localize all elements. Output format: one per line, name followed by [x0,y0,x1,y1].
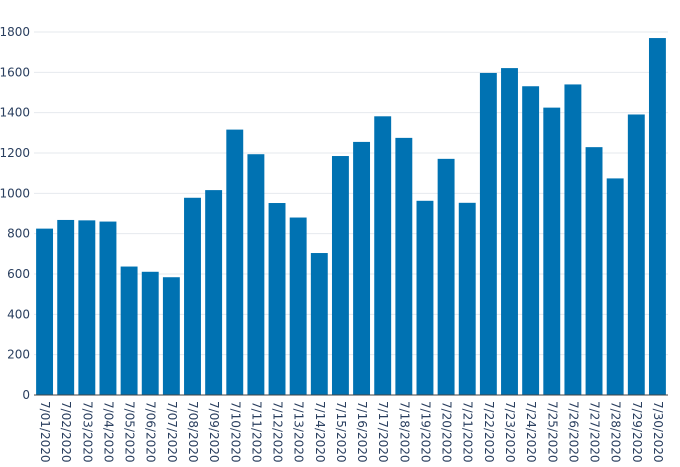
y-tick-label: 400 [7,307,30,321]
x-tick-label: 7/23/2020 [503,401,517,463]
bar [226,129,244,395]
bar [606,178,624,395]
y-tick-label: 1800 [0,25,30,39]
x-tick-label: 7/11/2020 [249,401,263,463]
bar [184,197,201,395]
x-tick-label: 7/19/2020 [418,401,432,463]
y-tick-label: 200 [7,348,30,362]
x-tick-label: 7/20/2020 [440,401,454,463]
x-tick-label: 7/03/2020 [80,401,94,463]
x-tick-label: 7/02/2020 [59,401,73,463]
bar [416,200,434,395]
bar [247,154,265,395]
y-tick-label: 1600 [0,65,30,79]
bar [141,271,159,395]
grid-lines [34,31,668,356]
bar [627,114,645,396]
bar [458,202,476,395]
x-tick-label: 7/18/2020 [397,401,411,463]
x-axis: 7/01/2020 7/02/2020 7/03/2020 7/04/2020 7/05… [34,394,668,463]
x-tick-label: 7/24/2020 [524,401,538,463]
x-tick-label: 7/05/2020 [123,401,137,463]
x-tick-label: 7/29/2020 [630,401,644,463]
bar [289,217,307,395]
x-tick-label: 7/13/2020 [292,401,306,463]
bar [36,228,54,395]
y-tick-label: 800 [7,227,30,241]
x-tick-label: 7/27/2020 [588,401,602,463]
bar [522,86,540,395]
bar [99,221,117,395]
x-tick-label: 7/07/2020 [165,401,179,463]
bar [268,203,286,395]
bar [543,107,561,395]
bar [479,72,497,396]
bar [310,253,328,395]
bar [437,158,455,395]
y-axis: 0 200 400 600 800 1000 1200 1400 1600 1800 [0,25,30,402]
bar [205,190,223,395]
x-tick-label: 7/10/2020 [228,401,242,463]
bar [564,84,582,395]
x-tick-label: 7/08/2020 [186,401,200,463]
x-tick-label: 7/09/2020 [207,401,221,463]
x-tick-label: 7/21/2020 [461,401,475,463]
bar [57,219,75,395]
x-tick-label: 7/12/2020 [271,401,285,463]
y-tick-label: 1200 [0,146,30,160]
bar [585,147,603,395]
bar [78,220,96,395]
x-tick-label: 7/25/2020 [545,401,559,463]
x-tick-label: 7/16/2020 [355,401,369,463]
y-tick-label: 1000 [0,186,30,200]
bar [120,266,138,395]
bar [162,277,180,395]
x-tick-label: 7/17/2020 [376,401,390,463]
x-tick-label: 7/04/2020 [101,401,115,463]
x-tick-label: 7/28/2020 [609,401,623,463]
y-tick-label: 600 [7,267,30,281]
bar [374,116,392,396]
x-tick-label: 7/30/2020 [651,401,665,463]
bar [353,141,371,395]
x-tick-label: 7/06/2020 [144,401,158,463]
x-tick-label: 7/26/2020 [566,401,580,463]
bar [395,137,413,395]
x-tick-label: 7/15/2020 [334,401,348,463]
bar [501,68,518,396]
bar [648,38,666,396]
y-tick-label: 1400 [0,106,30,120]
y-tick-label: 0 [22,388,30,402]
x-tick-label: 7/14/2020 [313,401,327,463]
x-tick-label: 7/22/2020 [482,401,496,463]
bar [331,156,349,395]
x-tick-label: 7/01/2020 [38,401,52,463]
bars [36,38,666,396]
